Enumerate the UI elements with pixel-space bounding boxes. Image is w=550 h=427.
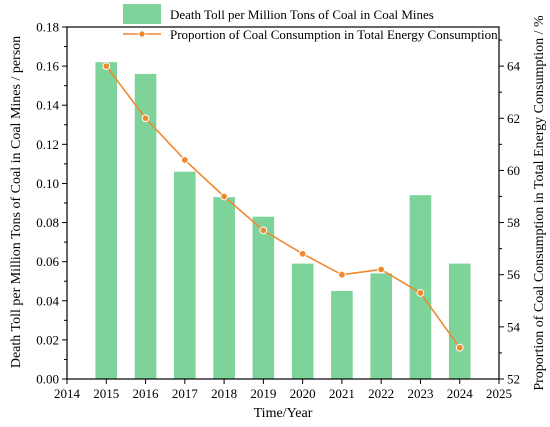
y-left-tick-label-0.16: 0.16 [36,59,59,74]
bar-2016 [134,73,157,379]
line-point-2021 [338,270,346,279]
axes-layer: 2014 2015 2016 2017 2018 2019 2020 2021 2022 2023… [36,20,520,402]
y-right-tick-label-60: 60 [507,163,520,178]
line-point-2019 [259,226,268,235]
bar-2017 [174,171,196,379]
bar-2018 [213,197,235,379]
line-point-2017 [180,156,189,164]
line-point-2023 [416,289,425,297]
legend: Death Toll per Million Tons of Coal in C… [123,4,498,42]
y-left-tick-label-0.12: 0.12 [36,137,59,152]
legend-bar-label: Death Toll per Million Tons of Coal in C… [170,7,434,22]
y-right-tick-label-64: 64 [507,59,521,74]
y-right-tick-label-62: 62 [507,111,520,126]
x-tick-label-2014: 2014 [54,386,81,401]
y-left-tick-label-0.06: 0.06 [36,254,59,269]
line-point-2022 [377,265,386,274]
y-left-tick-label-0.00: 0.00 [36,372,59,387]
x-tick-label-2021: 2021 [329,386,355,401]
line-point-2016 [141,114,150,123]
line-point-2024 [455,343,464,352]
y-right-tick-label-52: 52 [507,372,520,387]
x-tick-label-2017: 2017 [172,386,199,401]
x-tick-label-2015: 2015 [93,386,119,401]
bar-2021 [331,291,353,379]
line-point-2018 [220,192,228,201]
y-right-tick-label-58: 58 [507,215,520,230]
legend-line-marker [138,30,146,38]
bar-2020 [291,263,314,379]
x-axis-label: Time/Year [254,406,313,421]
line-point-2020 [298,249,307,258]
y-left-tick-label-0.10: 0.10 [36,176,59,191]
x-tick-label-2018: 2018 [211,386,237,401]
bar-2024 [448,263,471,379]
bar-2015 [95,62,118,379]
legend-bar-swatch [123,4,161,24]
y-left-tick-label-0.04: 0.04 [36,293,59,308]
legend-line-label: Proportion of Coal Consumption in Total … [170,27,498,42]
y-left-tick-label-0.14: 0.14 [36,98,59,113]
y-axis-right-label: Proportion of Coal Consumption in Total … [532,15,547,391]
y-left-tick-label-0.02: 0.02 [36,332,59,347]
bar-2022 [370,273,392,379]
y-right-tick-label-54: 54 [507,319,521,334]
bar-2023 [409,195,432,379]
line-point-2015 [102,62,111,71]
x-tick-label-2024: 2024 [447,386,474,401]
line-layer [102,62,464,352]
plot-frame [66,26,500,380]
y-left-tick-label-0.08: 0.08 [36,215,59,230]
y-axis-left-label: Death Toll per Million Tons of Coal in C… [9,36,24,368]
x-tick-label-2025: 2025 [486,386,512,401]
y-left-tick-label-0.18: 0.18 [36,20,59,35]
y-right-tick-label-56: 56 [507,267,521,282]
x-tick-label-2016: 2016 [133,386,160,401]
bars-layer [95,62,471,379]
bar-2019 [252,216,275,379]
x-tick-label-2019: 2019 [250,386,276,401]
x-tick-label-2020: 2020 [290,386,316,401]
proportion-line [105,65,461,349]
x-tick-label-2022: 2022 [368,386,394,401]
x-tick-label-2023: 2023 [407,386,433,401]
